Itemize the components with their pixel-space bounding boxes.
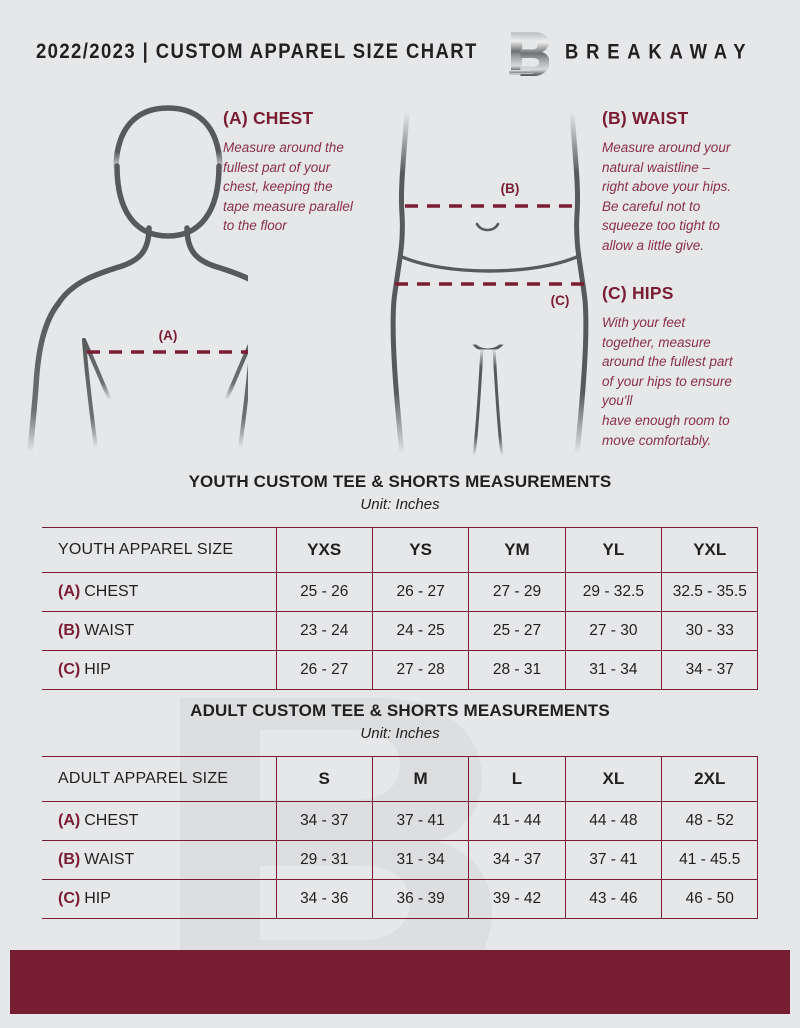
youth-section: YOUTH CUSTOM TEE & SHORTS MEASUREMENTS U… (42, 472, 759, 690)
adult-hip-s: 34 - 36 (275, 879, 373, 919)
adult-waist-m: 31 - 34 (371, 840, 469, 880)
adult-size-col-1: M (371, 756, 469, 802)
table-row: (A) CHEST 25 - 26 26 - 27 27 - 29 29 - 32… (42, 572, 759, 612)
row-tag: (B) (58, 622, 81, 639)
youth-waist-ys: 24 - 25 (371, 611, 469, 651)
adult-hip-2xl: 46 - 50 (661, 879, 759, 919)
youth-chest-yxs: 25 - 26 (275, 572, 373, 612)
youth-row-label-hip: (C) HIP (42, 650, 276, 690)
youth-size-col-2: YM (468, 527, 566, 573)
youth-table-unit: Unit: Inches (360, 496, 440, 513)
adult-chest-s: 34 - 37 (275, 801, 373, 841)
table-row: (B) WAIST 23 - 24 24 - 25 25 - 27 27 - 30… (42, 611, 759, 651)
row-tag: (B) (58, 851, 81, 868)
hips-figure: (B) (C) (390, 109, 589, 458)
adult-chest-l: 41 - 44 (468, 801, 566, 841)
table-header-row: YOUTH APPAREL SIZE YXS YS YM YL YXL (42, 527, 759, 573)
table-row: (C) HIP 34 - 36 36 - 39 39 - 42 43 - 46 4… (42, 879, 759, 919)
youth-waist-yxs: 23 - 24 (275, 611, 373, 651)
torso-figure: (A) (27, 105, 248, 455)
youth-hip-yxs: 26 - 27 (275, 650, 373, 690)
callout-waist: (B) WAIST Measure around your natural wa… (602, 108, 777, 256)
adult-chest-m: 37 - 41 (371, 801, 469, 841)
row-tag: (A) (58, 812, 81, 829)
youth-chest-ym: 27 - 29 (468, 572, 566, 612)
adult-apparel-size-header: ADULT APPAREL SIZE (42, 756, 276, 802)
youth-size-col-3: YL (564, 527, 662, 573)
brand-name: BREAKAWAY (565, 39, 754, 64)
row-tag: (C) (58, 661, 81, 678)
illustration-area: (A) (0, 96, 800, 466)
row-name: CHEST (84, 812, 139, 829)
adult-chest-xl: 44 - 48 (564, 801, 662, 841)
youth-hip-ys: 27 - 28 (371, 650, 469, 690)
page-header: 2022/2023 | CUSTOM APPAREL SIZE CHART BR… (0, 0, 800, 96)
adult-size-col-0: S (275, 756, 373, 802)
adult-hip-xl: 43 - 46 (564, 879, 662, 919)
table-row: (A) CHEST 34 - 37 37 - 41 41 - 44 44 - 48… (42, 801, 759, 841)
youth-size-col-1: YS (371, 527, 469, 573)
brand-block: BREAKAWAY (509, 28, 770, 76)
row-name: CHEST (84, 583, 139, 600)
adult-size-col-2: L (468, 756, 566, 802)
youth-table-title: YOUTH CUSTOM TEE & SHORTS MEASUREMENTS (188, 472, 612, 491)
youth-waist-yl: 27 - 30 (564, 611, 662, 651)
youth-size-table: YOUTH APPAREL SIZE YXS YS YM YL YXL (A) C… (42, 527, 759, 690)
table-row: (C) HIP 26 - 27 27 - 28 28 - 31 31 - 34 3… (42, 650, 759, 690)
callout-chest-title: (A) CHEST (223, 108, 314, 128)
callout-hips-title: (C) HIPS (602, 283, 674, 303)
youth-chest-yxl: 32.5 - 35.5 (661, 572, 759, 612)
page-title: 2022/2023 | CUSTOM APPAREL SIZE CHART (36, 40, 478, 63)
adult-waist-2xl: 41 - 45.5 (661, 840, 759, 880)
callout-chest-body: Measure around the fullest part of your … (223, 140, 353, 234)
callout-hips: (C) HIPS With your feet together, measur… (602, 283, 777, 450)
youth-waist-ym: 25 - 27 (468, 611, 566, 651)
adult-row-label-chest: (A) CHEST (42, 801, 276, 841)
breakaway-b-logo-icon (509, 32, 550, 76)
table-row: (B) WAIST 29 - 31 31 - 34 34 - 37 37 - 41… (42, 840, 759, 880)
adult-size-col-3: XL (564, 756, 662, 802)
waist-measure-label: (B) (501, 181, 520, 196)
adult-waist-s: 29 - 31 (275, 840, 373, 880)
row-name: HIP (84, 890, 111, 907)
row-tag: (A) (58, 583, 81, 600)
youth-row-label-chest: (A) CHEST (42, 572, 276, 612)
adult-row-label-hip: (C) HIP (42, 879, 276, 919)
adult-row-label-waist: (B) WAIST (42, 840, 276, 880)
footer-bar (10, 950, 790, 1014)
row-name: WAIST (84, 851, 135, 868)
youth-hip-yxl: 34 - 37 (661, 650, 759, 690)
callout-hips-body: With your feet together, measure around … (602, 315, 733, 448)
hip-measure-label: (C) (551, 293, 570, 308)
adult-hip-l: 39 - 42 (468, 879, 566, 919)
callout-chest: (A) CHEST Measure around the fullest par… (223, 108, 395, 236)
youth-waist-yxl: 30 - 33 (661, 611, 759, 651)
youth-row-label-waist: (B) WAIST (42, 611, 276, 651)
callout-waist-body: Measure around your natural waistline – … (602, 140, 732, 253)
adult-size-table: ADULT APPAREL SIZE S M L XL 2XL (A) CHEST… (42, 756, 759, 919)
row-name: HIP (84, 661, 111, 678)
row-tag: (C) (58, 890, 81, 907)
table-header-row: ADULT APPAREL SIZE S M L XL 2XL (42, 756, 759, 802)
adult-waist-xl: 37 - 41 (564, 840, 662, 880)
callout-waist-title: (B) WAIST (602, 108, 689, 128)
adult-size-col-4: 2XL (661, 756, 759, 802)
youth-hip-yl: 31 - 34 (564, 650, 662, 690)
youth-apparel-size-header: YOUTH APPAREL SIZE (42, 527, 276, 573)
adult-table-title: ADULT CUSTOM TEE & SHORTS MEASUREMENTS (190, 701, 610, 720)
adult-table-unit: Unit: Inches (360, 725, 440, 742)
chest-measure-label: (A) (159, 328, 178, 343)
youth-chest-ys: 26 - 27 (371, 572, 469, 612)
adult-section: ADULT CUSTOM TEE & SHORTS MEASUREMENTS U… (42, 701, 759, 919)
adult-chest-2xl: 48 - 52 (661, 801, 759, 841)
youth-chest-yl: 29 - 32.5 (564, 572, 662, 612)
youth-size-col-0: YXS (275, 527, 373, 573)
adult-hip-m: 36 - 39 (371, 879, 469, 919)
adult-waist-l: 34 - 37 (468, 840, 566, 880)
youth-hip-ym: 28 - 31 (468, 650, 566, 690)
row-name: WAIST (84, 622, 135, 639)
youth-size-col-4: YXL (661, 527, 759, 573)
